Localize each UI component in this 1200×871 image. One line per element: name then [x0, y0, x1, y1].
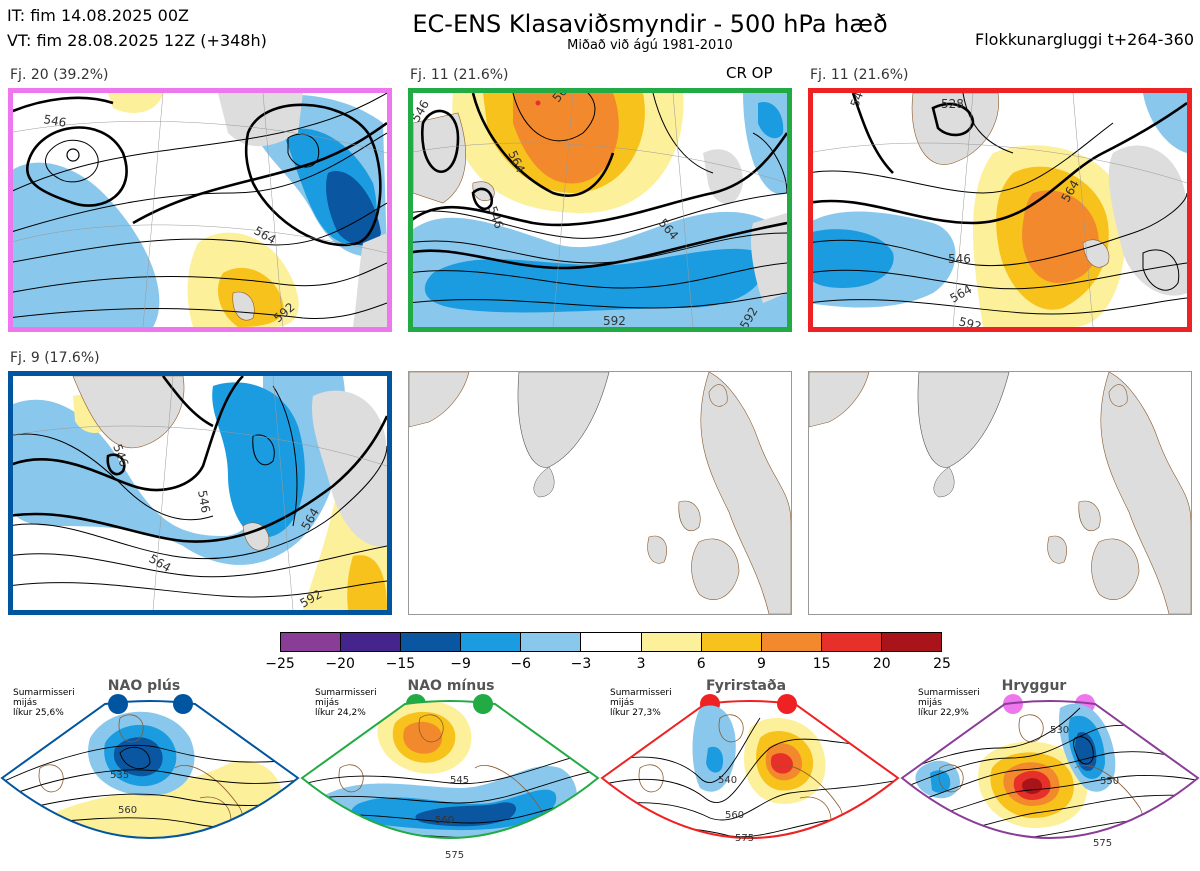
- contour-label: 575: [445, 850, 464, 861]
- empty-map-5: [408, 371, 792, 615]
- contour-label: 564: [550, 93, 575, 105]
- contour-label: 546: [948, 252, 971, 266]
- colorbar-tick-label: 20: [872, 656, 891, 672]
- panel-2-tag: CR OP: [726, 64, 773, 82]
- colorbar-tick-label: 15: [812, 656, 831, 672]
- panel-1-label: Fj. 20 (39.2%): [10, 67, 109, 83]
- colorbar-tick-label: 6: [696, 656, 706, 672]
- panel-2-label: Fj. 11 (21.6%): [410, 67, 509, 83]
- regime-probability-note: Sumarmisseri mijás líkur 25,6%: [13, 688, 75, 718]
- colorbar-tick-label: −6: [510, 656, 532, 672]
- contour-label: 546: [42, 112, 67, 130]
- colorbar-swatch: [641, 633, 702, 651]
- regime-title: Fyrirstaða: [705, 678, 787, 694]
- contour-label: 540: [718, 775, 737, 786]
- regime-nao-minus: NAO mínus Sumarmisseri mijás líkur 24,2%: [300, 678, 600, 871]
- colorbar-tick-label: −15: [385, 656, 416, 672]
- contour-label: 546: [848, 93, 869, 109]
- panel-4-label: Fj. 9 (17.6%): [10, 350, 100, 366]
- contour-label: 575: [735, 833, 754, 844]
- colorbar-swatch: [701, 633, 762, 651]
- colorbar-tick-label: 25: [933, 656, 951, 672]
- cluster-map-1: 546 564 592: [8, 88, 392, 332]
- climatology-subtitle: Miðað við ágú 1981-2010: [567, 38, 733, 53]
- regime-blocking: Fyrirstaða Sumarmisseri mijás líkur 27,3…: [600, 678, 900, 871]
- cluster-map-4: 546 546 564 564 592: [8, 371, 392, 615]
- regime-probability-note: Sumarmisseri mijás líkur 22,9%: [918, 688, 980, 718]
- contour-label: 528: [941, 97, 964, 111]
- colorbar-swatch: [341, 633, 402, 651]
- contour-label: 560: [435, 815, 454, 826]
- colorbar-tick-label: −20: [325, 656, 355, 672]
- regime-probability-note: Sumarmisseri mijás líkur 27,3%: [610, 688, 672, 718]
- colorbar-swatch: [461, 633, 522, 651]
- colorbar-swatch: [401, 633, 462, 651]
- regime-title: NAO plús: [107, 678, 181, 694]
- colorbar-tick-label: 9: [756, 656, 766, 672]
- colorbar-swatch: [821, 633, 882, 651]
- regime-nao-plus: NAO plús Sumarmisseri mijás líkur 25,6%: [0, 678, 300, 871]
- valid-time: VT: fim 28.08.2025 12Z (+348h): [7, 31, 267, 50]
- contour-label: 535: [110, 770, 129, 781]
- contour-label: 530: [1050, 725, 1069, 736]
- regime-marker: [473, 694, 493, 714]
- colorbar-swatch: [281, 633, 342, 651]
- anomaly-colorbar: [280, 632, 942, 652]
- regime-title: NAO mínus: [407, 678, 495, 694]
- panel-3-label: Fj. 11 (21.6%): [810, 67, 909, 83]
- regime-marker: [108, 694, 128, 714]
- regime-probability-note: Sumarmisseri mijás líkur 24,2%: [315, 688, 377, 718]
- regime-title: Hryggur: [1001, 678, 1067, 694]
- contour-label: 560: [118, 805, 137, 816]
- contour-label: 550: [1100, 776, 1119, 787]
- contour-label: 545: [450, 775, 469, 786]
- colorbar-swatch: [581, 633, 642, 651]
- cluster-map-2: 546 546 564 564 564 592 592: [408, 88, 792, 332]
- contour-label: 560: [725, 810, 744, 821]
- colorbar-tick-label: 3: [636, 656, 646, 672]
- colorbar-swatch: [881, 633, 942, 651]
- classification-window: Flokkunargluggi t+264-360: [975, 30, 1194, 49]
- contour-label: 592: [957, 314, 983, 327]
- initial-time: IT: fim 14.08.2025 00Z: [7, 6, 189, 25]
- colorbar-tick-label: −9: [450, 656, 471, 672]
- contour-label: 546: [195, 489, 213, 514]
- colorbar-tick-label: −3: [570, 656, 592, 672]
- empty-map-6: [808, 371, 1192, 615]
- contour-label: 575: [1093, 838, 1112, 849]
- regime-ridge: Hryggur Sumarmisseri mijás líkur 22,9%: [900, 678, 1200, 871]
- colorbar-swatch: [521, 633, 582, 651]
- colorbar-tick-label: −25: [265, 656, 295, 672]
- cluster-map-3: 528 546 546 564 564 592: [808, 88, 1192, 332]
- page-title: EC-ENS Klasaviðsmyndir - 500 hPa hæð: [412, 10, 888, 38]
- colorbar-swatch: [761, 633, 822, 651]
- contour-label: 592: [603, 314, 626, 327]
- regime-marker: [173, 694, 193, 714]
